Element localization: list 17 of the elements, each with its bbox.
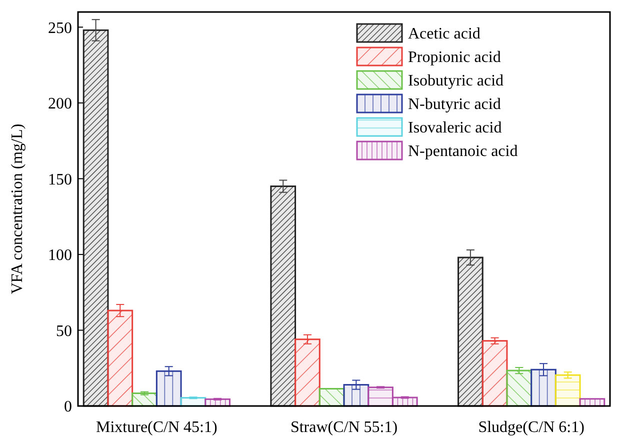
legend-label: N-butyric acid	[408, 96, 501, 114]
y-tick-label: 50	[56, 322, 72, 340]
y-tick-label: 200	[48, 96, 72, 113]
y-tick-label: 0	[64, 398, 72, 416]
bar	[156, 370, 182, 407]
x-tick-label: Mixture(C/N 45:1)	[96, 419, 218, 436]
legend-label: Acetic acid	[408, 26, 480, 43]
legend-label: Propionic acid	[408, 49, 501, 66]
y-axis-title: VFA concentration (mg/L)	[9, 124, 26, 294]
x-tick-label: Sludge(C/N 6:1)	[478, 419, 584, 436]
y-tick-label: 100	[48, 247, 72, 264]
legend-label: Isovaleric acid	[408, 120, 502, 137]
legend-label: N-pentanoic acid	[408, 143, 518, 160]
y-tick-label: 250	[48, 20, 72, 37]
legend-label: Isobutyric acid	[408, 72, 504, 90]
y-tick-label: 150	[48, 171, 72, 188]
x-tick-label: Straw(C/N 55:1)	[290, 419, 398, 436]
